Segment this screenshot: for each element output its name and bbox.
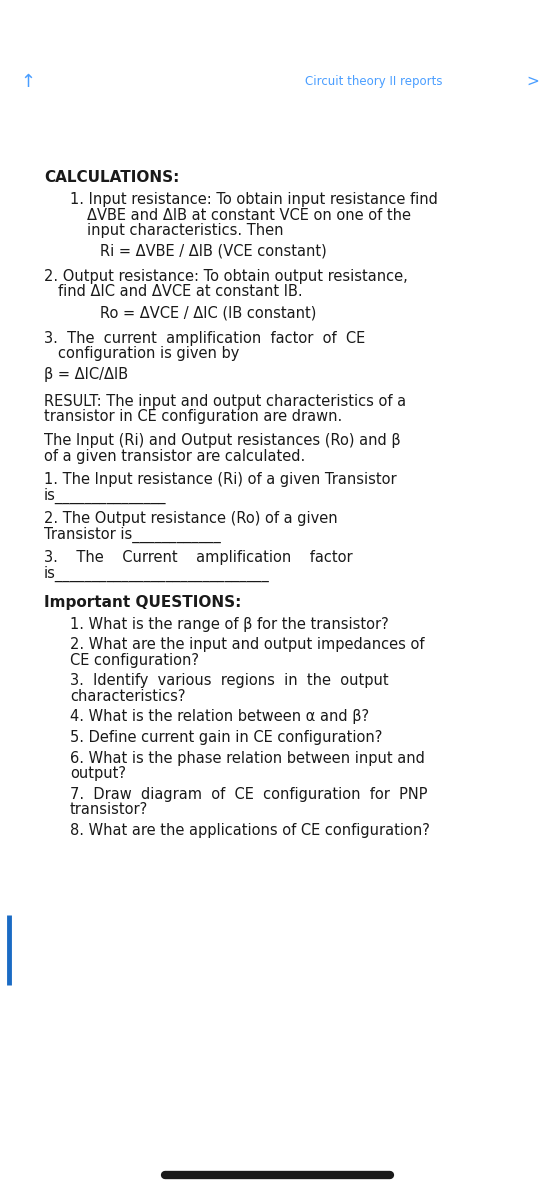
Text: find ΔIC and ΔVCE at constant IB.: find ΔIC and ΔVCE at constant IB. bbox=[58, 284, 302, 300]
Text: Important QUESTIONS:: Important QUESTIONS: bbox=[44, 595, 242, 610]
Text: 1. The Input resistance (Ri) of a given Transistor: 1. The Input resistance (Ri) of a given … bbox=[44, 472, 397, 487]
Text: output?: output? bbox=[70, 766, 126, 781]
Text: 8. What are the applications of CE configuration?: 8. What are the applications of CE confi… bbox=[70, 822, 430, 838]
Text: Transistor is____________: Transistor is____________ bbox=[44, 527, 220, 542]
Text: ١٠:٥٣: ١٠:٥٣ bbox=[495, 18, 526, 31]
Text: Ro = ΔVCE / ΔIC (IB constant): Ro = ΔVCE / ΔIC (IB constant) bbox=[100, 305, 316, 320]
Text: 3.  The  current  amplification  factor  of  CE: 3. The current amplification factor of C… bbox=[44, 330, 365, 346]
Text: 1. Input resistance: To obtain input resistance find: 1. Input resistance: To obtain input res… bbox=[70, 192, 438, 206]
Text: Ri = ΔVBE / ΔIB (VCE constant): Ri = ΔVBE / ΔIB (VCE constant) bbox=[100, 244, 327, 258]
Text: The Input (Ri) and Output resistances (Ro) and β: The Input (Ri) and Output resistances (R… bbox=[44, 433, 401, 448]
Text: is_______________: is_______________ bbox=[44, 487, 167, 504]
Text: □  •  •: □ • • bbox=[28, 19, 65, 30]
Text: 6. What is the phase relation between input and: 6. What is the phase relation between in… bbox=[70, 750, 425, 766]
Text: β = ΔIC/ΔIB: β = ΔIC/ΔIB bbox=[44, 366, 128, 382]
Text: characteristics?: characteristics? bbox=[70, 689, 186, 704]
Text: ΔVBE and ΔIB at constant VCE on one of the: ΔVBE and ΔIB at constant VCE on one of t… bbox=[87, 208, 411, 222]
Text: transistor in CE configuration are drawn.: transistor in CE configuration are drawn… bbox=[44, 409, 342, 425]
Text: 7.  Draw  diagram  of  CE  configuration  for  PNP: 7. Draw diagram of CE configuration for … bbox=[70, 786, 428, 802]
Text: ELEC 2233-Ele...: ELEC 2233-Ele... bbox=[61, 76, 168, 88]
Text: 2. What are the input and output impedances of: 2. What are the input and output impedan… bbox=[70, 637, 424, 653]
Text: input characteristics. Then: input characteristics. Then bbox=[87, 223, 284, 238]
Text: transistor?: transistor? bbox=[70, 802, 148, 817]
Text: Circuit theory II reports: Circuit theory II reports bbox=[305, 76, 442, 88]
Text: RESULT: The input and output characteristics of a: RESULT: The input and output characteris… bbox=[44, 394, 406, 409]
Text: CALCULATIONS:: CALCULATIONS: bbox=[44, 170, 179, 185]
Text: ↑: ↑ bbox=[20, 72, 35, 90]
Text: 3.    The    Current    amplification    factor: 3. The Current amplification factor bbox=[44, 550, 353, 565]
Text: of a given transistor are calculated.: of a given transistor are calculated. bbox=[44, 449, 305, 463]
Text: 3.  Identify  various  regions  in  the  output: 3. Identify various regions in the outpu… bbox=[70, 673, 388, 689]
Text: configuration is given by: configuration is given by bbox=[58, 346, 239, 361]
Text: >: > bbox=[526, 74, 539, 89]
Text: CE configuration?: CE configuration? bbox=[70, 653, 199, 668]
Text: 4. What is the relation between α and β?: 4. What is the relation between α and β? bbox=[70, 709, 369, 725]
Text: 1. What is the range of β for the transistor?: 1. What is the range of β for the transi… bbox=[70, 617, 389, 632]
Text: 5. Define current gain in CE configuration?: 5. Define current gain in CE configurati… bbox=[70, 730, 382, 745]
Text: is_____________________________: is_____________________________ bbox=[44, 565, 270, 582]
Text: 2. Output resistance: To obtain output resistance,: 2. Output resistance: To obtain output r… bbox=[44, 269, 408, 284]
Text: 2. The Output resistance (Ro) of a given: 2. The Output resistance (Ro) of a given bbox=[44, 511, 337, 526]
